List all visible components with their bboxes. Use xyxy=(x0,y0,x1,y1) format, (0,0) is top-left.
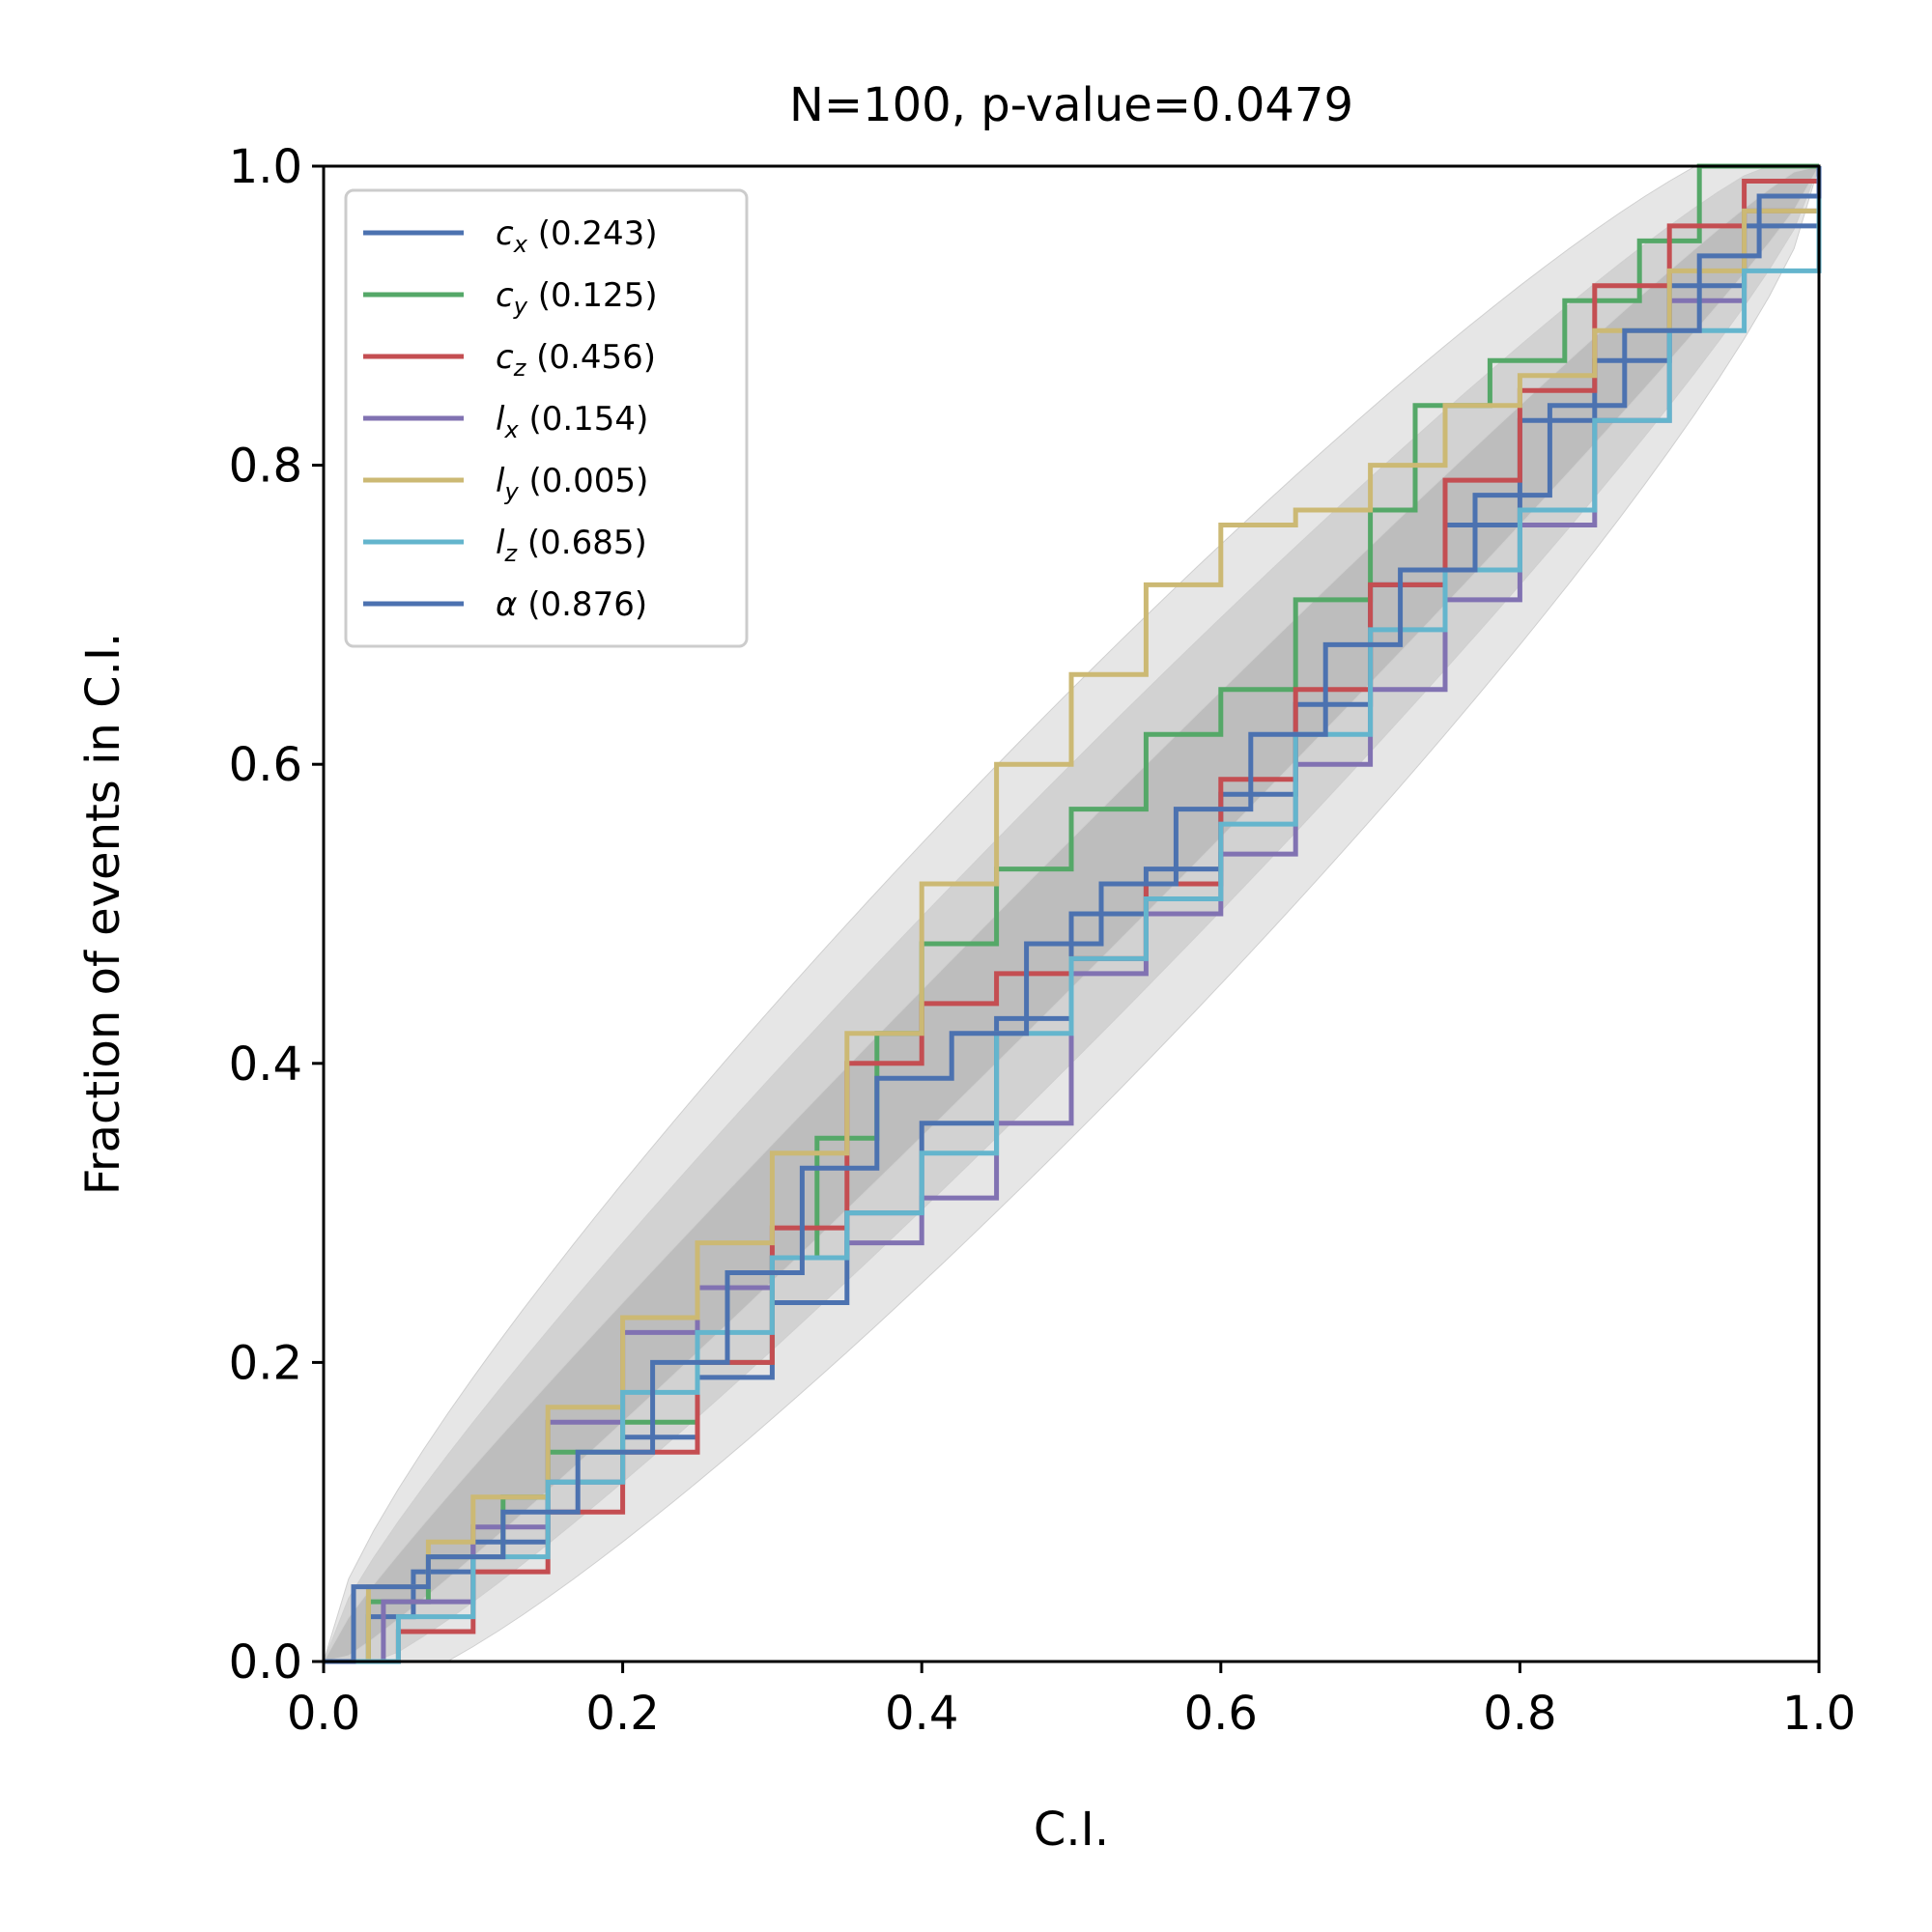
y-axis-label: Fraction of events in C.I. xyxy=(76,633,130,1196)
y-tick-label: 1.0 xyxy=(229,140,302,194)
legend-entry-label: cz (0.456) xyxy=(496,338,656,382)
x-axis-label: C.I. xyxy=(1034,1803,1109,1857)
plot-frame xyxy=(322,164,1821,1663)
legend-entry-label: cy (0.125) xyxy=(496,276,658,320)
legend-entry-label: α (0.876) xyxy=(496,585,647,624)
series-line-6 xyxy=(324,166,1822,1664)
chart-title: N=100, p-value=0.0479 xyxy=(789,78,1353,132)
x-tick-label: 0.2 xyxy=(585,1687,659,1741)
series-lines xyxy=(324,163,1822,1664)
legend-entry-label: ly (0.005) xyxy=(496,462,648,505)
y-tick-label: 0.2 xyxy=(229,1336,302,1390)
legend-entry-label: lx (0.154) xyxy=(496,400,648,443)
x-tick-label: 0.0 xyxy=(287,1687,360,1741)
series-line-7 xyxy=(324,166,1822,1664)
x-tick-label: 0.4 xyxy=(885,1687,958,1741)
legend-entry-label: cx (0.243) xyxy=(496,214,658,258)
x-tick-label: 1.0 xyxy=(1782,1687,1856,1741)
y-tick-label: 0.4 xyxy=(229,1037,302,1092)
y-tick-label: 0.8 xyxy=(229,440,302,494)
x-axis-ticks: 0.0 0.2 0.4 0.6 0.8 1.0 xyxy=(287,1662,1856,1741)
x-tick-label: 0.6 xyxy=(1184,1687,1258,1741)
legend-box xyxy=(344,188,749,648)
y-axis-ticks: 0.0 0.2 0.4 0.6 0.8 1.0 xyxy=(229,140,324,1690)
legend-entry-label: lz (0.685) xyxy=(496,524,647,567)
y-tick-label: 0.0 xyxy=(229,1635,302,1690)
legend: cx (0.243) cy (0.125) cz (0.456) lx (0.154)… xyxy=(344,188,749,648)
y-tick-label: 0.6 xyxy=(229,738,302,792)
x-tick-label: 0.8 xyxy=(1483,1687,1556,1741)
